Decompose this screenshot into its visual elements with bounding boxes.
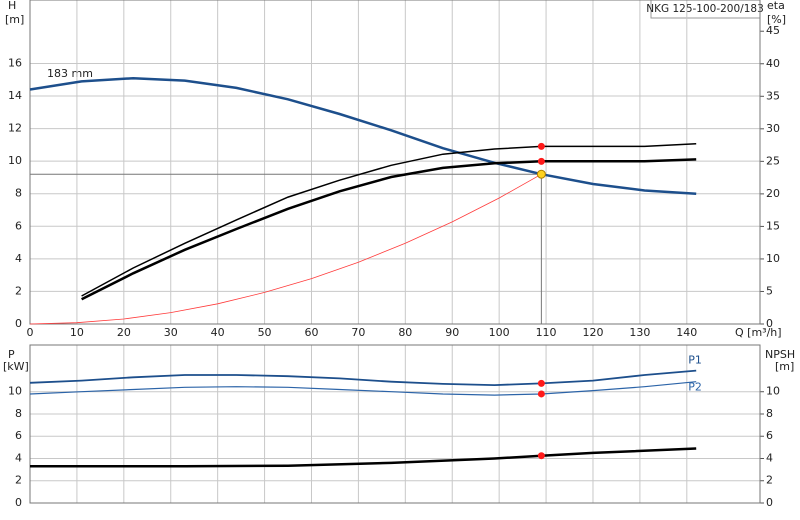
x-tick-label: 130 bbox=[629, 326, 650, 339]
annotation: 183 mm bbox=[47, 67, 93, 80]
curve bbox=[29, 369, 697, 387]
y2-tick-label: 0 bbox=[766, 496, 773, 509]
x-tick-label: 0 bbox=[27, 326, 34, 339]
y-tick-label: 8 bbox=[15, 187, 22, 200]
x-tick-label: 50 bbox=[258, 326, 272, 339]
y-tick-label: 0 bbox=[15, 496, 22, 509]
y2-tick-label: 10 bbox=[766, 252, 780, 265]
x-tick-label: 70 bbox=[351, 326, 365, 339]
y2-tick-label: 30 bbox=[766, 122, 780, 135]
x-tick-label: 60 bbox=[304, 326, 318, 339]
y-tick-label: 16 bbox=[8, 56, 22, 69]
y-tick-label: 4 bbox=[15, 451, 22, 464]
y2-axis-unit: [m] bbox=[775, 360, 794, 373]
curve bbox=[81, 158, 697, 301]
x-axis-label: Q [m³/h] bbox=[735, 326, 782, 339]
x-tick-label: 30 bbox=[164, 326, 178, 339]
y2-tick-label: 8 bbox=[766, 407, 773, 420]
y-tick-label: 10 bbox=[8, 154, 22, 167]
curve bbox=[29, 76, 697, 195]
y2-axis-label: eta bbox=[767, 0, 785, 12]
marker bbox=[537, 379, 545, 387]
y-axis-unit: [kW] bbox=[3, 360, 29, 373]
y-tick-label: 0 bbox=[15, 317, 22, 330]
x-tick-label: 110 bbox=[536, 326, 557, 339]
curve bbox=[29, 381, 697, 396]
x-tick-label: 120 bbox=[582, 326, 603, 339]
x-tick-label: 140 bbox=[676, 326, 697, 339]
y2-tick-label: 40 bbox=[766, 57, 780, 70]
marker bbox=[537, 157, 545, 165]
x-tick-label: 80 bbox=[398, 326, 412, 339]
y2-tick-label: 35 bbox=[766, 89, 780, 102]
y2-tick-label: 20 bbox=[766, 187, 780, 200]
curve-label: P1 bbox=[688, 354, 702, 367]
y2-tick-label: 45 bbox=[766, 24, 780, 37]
curve bbox=[81, 143, 697, 297]
y2-tick-label: 15 bbox=[766, 219, 780, 232]
curve bbox=[30, 447, 697, 468]
y-tick-label: 4 bbox=[15, 252, 22, 265]
y-tick-label: 2 bbox=[15, 284, 22, 297]
y-tick-label: 6 bbox=[15, 429, 22, 442]
x-tick-label: 100 bbox=[489, 326, 510, 339]
plot-frame bbox=[29, 344, 761, 504]
y-axis-label: H bbox=[8, 0, 16, 12]
x-tick-label: 20 bbox=[117, 326, 131, 339]
x-tick-label: 10 bbox=[70, 326, 84, 339]
y2-tick-label: 2 bbox=[766, 474, 773, 487]
curve bbox=[29, 173, 542, 325]
y-tick-label: 10 bbox=[8, 385, 22, 398]
y2-tick-label: 0 bbox=[766, 317, 773, 330]
x-tick-label: 90 bbox=[445, 326, 459, 339]
y-tick-label: 8 bbox=[15, 407, 22, 420]
curve-label: P2 bbox=[688, 381, 702, 394]
y-tick-label: 2 bbox=[15, 474, 22, 487]
y2-tick-label: 4 bbox=[766, 451, 773, 464]
y-tick-label: 12 bbox=[8, 122, 22, 135]
y-tick-label: 14 bbox=[8, 89, 22, 102]
y2-tick-label: 25 bbox=[766, 154, 780, 167]
duty-point bbox=[536, 169, 546, 179]
y2-tick-label: 6 bbox=[766, 429, 773, 442]
marker bbox=[537, 390, 545, 398]
y-tick-label: 6 bbox=[15, 219, 22, 232]
y2-tick-label: 10 bbox=[766, 385, 780, 398]
y2-axis-unit: [%] bbox=[767, 13, 786, 26]
y2-axis-label: NPSH bbox=[765, 348, 795, 361]
marker bbox=[537, 142, 545, 150]
y-axis-unit: [m] bbox=[5, 13, 24, 26]
marker bbox=[537, 452, 545, 460]
y2-tick-label: 5 bbox=[766, 284, 773, 297]
plot-frame bbox=[29, 0, 761, 325]
x-tick-label: 40 bbox=[211, 326, 225, 339]
chart-title: NKG 125-100-200/183 bbox=[646, 3, 764, 15]
y-axis-label: P bbox=[8, 348, 15, 361]
